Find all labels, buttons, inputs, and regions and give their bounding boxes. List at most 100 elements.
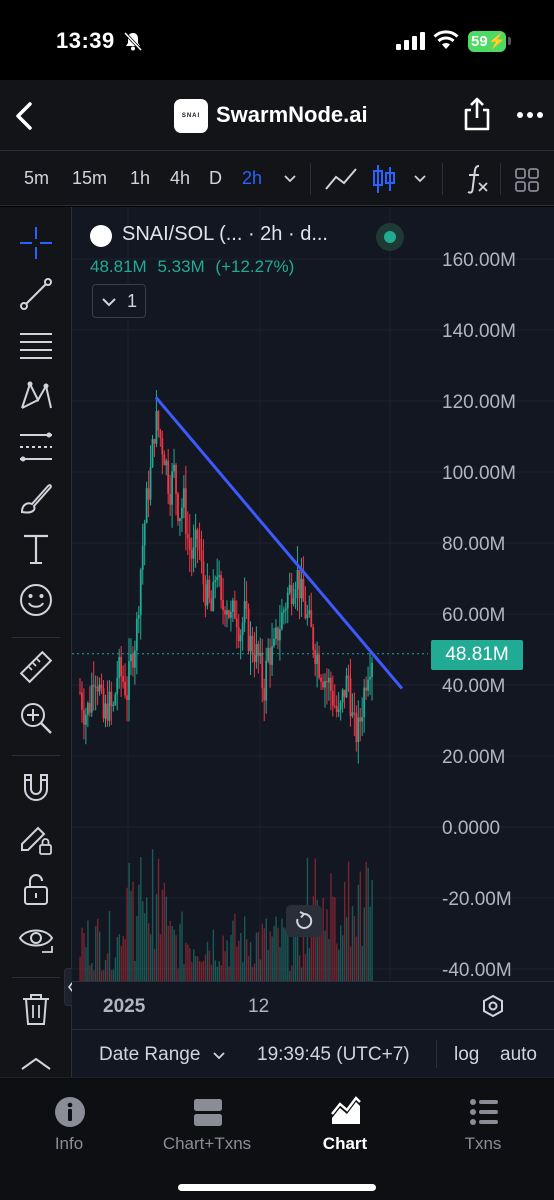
candle-body bbox=[137, 614, 140, 619]
chart-canvas[interactable]: 160.00M140.00M120.00M100.00M80.00M60.00M… bbox=[72, 207, 554, 981]
ruler-icon[interactable] bbox=[18, 649, 54, 685]
legend-values: 48.81M 5.33M (+12.27%) bbox=[90, 257, 300, 277]
text-tool-icon[interactable] bbox=[18, 531, 54, 567]
volume-bar bbox=[226, 940, 228, 981]
log-scale-toggle[interactable]: log bbox=[454, 1044, 480, 1065]
more-icon[interactable] bbox=[516, 110, 544, 120]
volume-bar bbox=[118, 934, 120, 981]
candles-icon[interactable] bbox=[372, 163, 396, 195]
parallel-lines-icon[interactable] bbox=[18, 327, 54, 363]
candle-body bbox=[98, 684, 101, 692]
chart-txns-icon bbox=[194, 1099, 222, 1126]
trend-line-icon[interactable] bbox=[18, 276, 54, 312]
volume-bar bbox=[146, 897, 148, 981]
line-chart-icon[interactable] bbox=[324, 165, 358, 193]
nav-chart[interactable]: Chart bbox=[276, 1078, 414, 1168]
candle-body bbox=[96, 686, 99, 692]
timezone-clock[interactable]: 19:39:45 (UTC+7) bbox=[257, 1044, 410, 1065]
candle-body bbox=[245, 601, 248, 609]
candle-body bbox=[253, 654, 256, 662]
magnet-icon[interactable] bbox=[18, 769, 54, 805]
pattern-icon[interactable] bbox=[18, 378, 54, 414]
crosshair-icon[interactable] bbox=[18, 225, 54, 261]
nav-txns[interactable]: Txns bbox=[414, 1078, 552, 1168]
volume-bar bbox=[257, 931, 260, 981]
volume-bar bbox=[240, 933, 242, 981]
fib-retracement-icon[interactable] bbox=[18, 429, 54, 465]
timeframe-1h[interactable]: 1h bbox=[130, 168, 151, 188]
volume-bar bbox=[253, 963, 256, 981]
candle-body bbox=[169, 493, 172, 505]
volume-bar bbox=[112, 969, 115, 981]
smiley-icon[interactable] bbox=[18, 582, 54, 618]
volume-bar bbox=[340, 925, 342, 981]
candle-body bbox=[361, 717, 364, 722]
volume-bar bbox=[265, 918, 267, 981]
chevron-down-icon[interactable] bbox=[213, 1052, 225, 1060]
lock-drawings-icon[interactable] bbox=[18, 820, 54, 856]
drawing-toolbar bbox=[0, 207, 72, 1077]
candle-body bbox=[357, 717, 360, 742]
timeframe-d[interactable]: D bbox=[209, 168, 222, 188]
object-tree-icon[interactable] bbox=[18, 1049, 54, 1077]
candle-body bbox=[241, 622, 244, 636]
volume-bar bbox=[122, 936, 124, 981]
back-icon[interactable] bbox=[8, 96, 40, 136]
timeframe-15m[interactable]: 15m bbox=[72, 168, 108, 188]
candle-body bbox=[151, 439, 154, 468]
candle-body bbox=[229, 611, 232, 618]
market-status-icon[interactable] bbox=[376, 223, 404, 251]
price-chart[interactable]: 160.00M 140.00M 120.00M 100.00M 80.00M 60.00M… bbox=[72, 207, 554, 981]
time-label-2025: 2025 bbox=[103, 996, 146, 1017]
candle-body bbox=[200, 550, 203, 562]
nav-info[interactable]: Info bbox=[0, 1078, 138, 1168]
unlock-icon[interactable] bbox=[18, 871, 54, 907]
candle-body bbox=[304, 601, 307, 619]
share-icon[interactable] bbox=[462, 96, 492, 132]
auto-scale-toggle[interactable]: auto bbox=[500, 1044, 537, 1065]
volume-bar bbox=[322, 897, 324, 981]
eye-icon[interactable] bbox=[18, 922, 54, 958]
timeframe-5m[interactable]: 5m bbox=[24, 168, 50, 188]
page-title: SwarmNode.ai bbox=[216, 102, 368, 127]
layout-grid-icon[interactable] bbox=[514, 167, 540, 193]
candle-body bbox=[243, 601, 246, 623]
brush-icon[interactable] bbox=[18, 480, 54, 516]
volume-bar bbox=[187, 944, 189, 981]
candle-body bbox=[224, 610, 226, 615]
settings-icon[interactable] bbox=[481, 994, 505, 1018]
candle-body bbox=[339, 702, 342, 710]
trash-icon[interactable] bbox=[18, 991, 54, 1027]
volume-bar bbox=[281, 918, 283, 981]
volume-bar bbox=[120, 946, 122, 981]
candle-body bbox=[298, 570, 301, 599]
candle-body bbox=[88, 703, 91, 713]
chevron-down-icon[interactable] bbox=[284, 175, 296, 183]
candle-body bbox=[132, 654, 134, 668]
volume-bar bbox=[300, 967, 303, 981]
volume-bar bbox=[134, 961, 136, 981]
volume-bar bbox=[89, 965, 91, 981]
reset-chart-button[interactable] bbox=[286, 905, 322, 937]
time-axis[interactable]: 2025 12 bbox=[72, 981, 554, 1029]
chart-type-chevron-icon[interactable] bbox=[414, 175, 426, 183]
candle-body bbox=[198, 538, 201, 551]
candle-body bbox=[277, 627, 279, 641]
volume-bar bbox=[242, 962, 244, 981]
zoom-in-icon[interactable] bbox=[18, 700, 54, 736]
candle-body bbox=[288, 584, 291, 593]
timeframe-4h[interactable]: 4h bbox=[170, 168, 191, 188]
candle-body bbox=[90, 684, 93, 713]
indicators-toggle-button[interactable]: 1 bbox=[92, 284, 146, 318]
candle-body bbox=[345, 675, 348, 698]
timeframe-2h[interactable]: 2h bbox=[242, 168, 263, 188]
volume-bar bbox=[91, 962, 93, 981]
volume-bar bbox=[144, 913, 146, 981]
chart-toolbar: 5m 15m 1h 4h D 2h bbox=[0, 150, 554, 206]
nav-chart-txns[interactable]: Chart+Txns bbox=[138, 1078, 276, 1168]
nav-chart-txns-label: Chart+Txns bbox=[162, 1134, 252, 1153]
volume-bar bbox=[277, 927, 279, 981]
legend-symbol[interactable]: SNAI/SOL (... · 2h · d... bbox=[122, 223, 328, 245]
indicators-fx-icon[interactable] bbox=[464, 163, 490, 195]
date-range-button[interactable]: Date Range bbox=[99, 1044, 201, 1065]
